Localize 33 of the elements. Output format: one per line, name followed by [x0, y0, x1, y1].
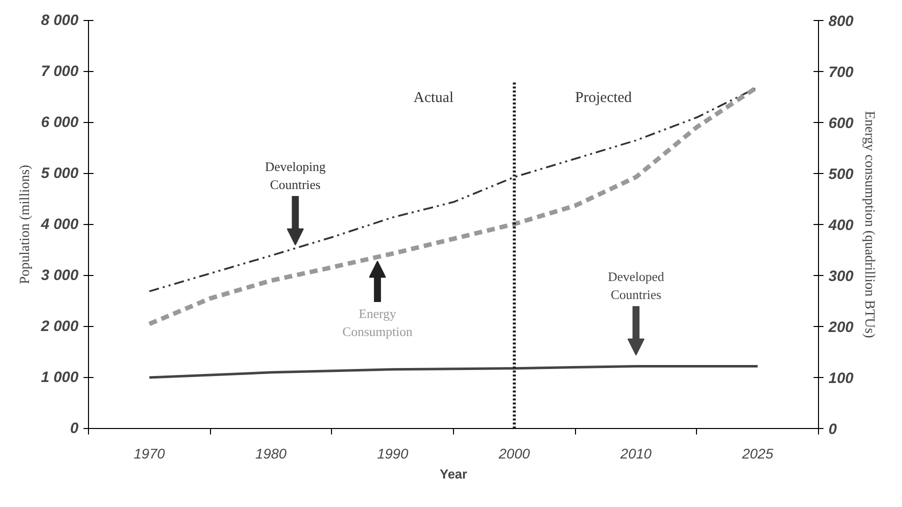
y2-tick-label: 100 — [828, 370, 854, 387]
text: Energy Consumption — [342, 306, 413, 340]
text: Developed Countries — [608, 269, 665, 302]
y2-tick-label: 0 — [828, 421, 838, 438]
y2-tick-label: 300 — [828, 268, 854, 285]
text: Developing Countries — [265, 158, 326, 192]
y2-tick-label: 200 — [828, 319, 854, 336]
line-series — [148, 365, 759, 379]
y-tick-label: 1 000 — [40, 369, 80, 386]
annotation: Projected — [575, 90, 632, 106]
y2-tick-label: 600 — [828, 115, 854, 132]
x-tick-label: 1970 — [134, 446, 166, 462]
y-tick-label: 2 000 — [40, 318, 80, 335]
y-tick-label: 3 000 — [40, 267, 80, 284]
x-tick-label: 1980 — [255, 446, 287, 462]
annotation: Actual — [414, 90, 454, 106]
y-tick-label: 0 — [70, 420, 80, 437]
x-tick-label: 2000 — [498, 446, 530, 462]
y2-tick-label: 400 — [828, 217, 854, 234]
y-tick-label: 4 000 — [40, 216, 80, 233]
y2-tick-label: 800 — [828, 13, 854, 30]
x-tick-label: 2025 — [741, 446, 774, 462]
x-axis-title: Year — [440, 466, 468, 482]
y2-axis-title: Energy consumption (quadrillion BTUs) — [862, 110, 877, 338]
x-tick-label: 2010 — [619, 446, 652, 462]
y2-tick-label: 500 — [828, 166, 854, 183]
y-tick-label: 6 000 — [40, 114, 80, 131]
y-tick-label: 8 000 — [40, 12, 80, 29]
y-tick-label: 5 000 — [40, 165, 80, 182]
y-tick-label: 7 000 — [40, 63, 80, 80]
y2-tick-label: 700 — [828, 64, 854, 81]
x-tick-label: 1990 — [377, 446, 408, 462]
y-axis-title: Population (millions) — [18, 164, 33, 284]
